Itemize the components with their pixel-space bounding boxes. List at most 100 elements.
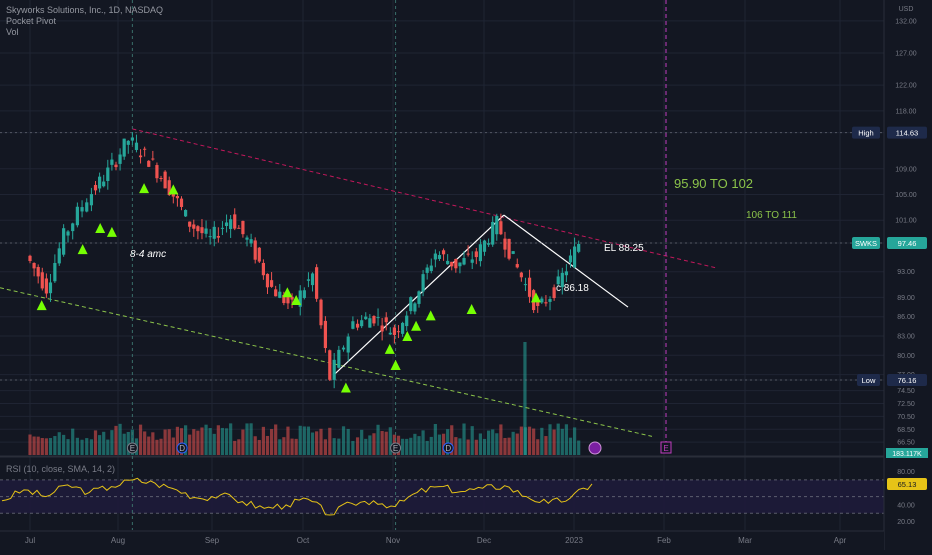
volume-bar-128 xyxy=(560,428,564,455)
candle-body-111 xyxy=(491,221,495,245)
y-tick-7: 101.00 xyxy=(895,218,917,225)
candle-body-67 xyxy=(306,279,311,281)
candle-body-75 xyxy=(341,347,346,350)
rsi-title: RSI (10, close, SMA, 14, 2) xyxy=(6,464,115,474)
legend-pocket-pivot[interactable]: Pocket Pivot xyxy=(6,16,57,26)
volume-bar-45 xyxy=(216,425,220,455)
candle-body-128 xyxy=(560,272,564,288)
candle-body-43 xyxy=(208,236,212,238)
volume-bar-47 xyxy=(224,428,229,455)
volume-bar-89 xyxy=(401,438,405,455)
volume-bar-63 xyxy=(290,438,294,455)
volume-bar-51 xyxy=(241,429,245,455)
y-tick-12: 83.00 xyxy=(897,334,915,341)
volume-bar-129 xyxy=(564,424,568,455)
volume-bar-59 xyxy=(274,424,278,455)
volume-bar-40 xyxy=(196,430,200,455)
dividend-marker-nov-label: D xyxy=(445,444,451,453)
candle-body-86 xyxy=(388,332,392,335)
volume-bar-74 xyxy=(337,438,341,455)
y-tick-18: 70.50 xyxy=(897,414,915,421)
volume-bar-103 xyxy=(458,438,462,455)
volume-bar-97 xyxy=(433,423,437,455)
candle-body-10 xyxy=(71,223,75,232)
candle-body-19 xyxy=(110,159,114,165)
pivot-marker-11 xyxy=(402,331,413,342)
volume-bar-66 xyxy=(302,426,306,455)
volume-bar-98 xyxy=(437,434,442,455)
legend-volume[interactable]: Vol xyxy=(6,27,19,37)
candle-body-117 xyxy=(515,264,519,268)
candle-body-41 xyxy=(200,227,204,234)
price-label-high-value: 114.63 xyxy=(896,129,918,138)
candle-body-123 xyxy=(540,298,544,303)
volume-bar-42 xyxy=(204,424,208,455)
pivot-marker-7 xyxy=(291,294,302,305)
pivot-marker-14 xyxy=(466,304,477,315)
volume-bar-90 xyxy=(405,438,409,455)
pivot-marker-5 xyxy=(168,184,179,195)
candle-body-72 xyxy=(328,350,332,380)
candle-body-88 xyxy=(396,331,401,333)
volume-bar-48 xyxy=(229,423,233,455)
candle-body-38 xyxy=(188,221,192,227)
candle-body-129 xyxy=(564,271,568,276)
y-tick-1: 127.00 xyxy=(895,51,917,58)
price-label-high-bg xyxy=(887,126,927,139)
price-label-low-tag: Low xyxy=(862,376,876,385)
volume-bar-52 xyxy=(245,423,249,455)
candle-body-47 xyxy=(224,222,229,226)
candle-body-54 xyxy=(253,240,257,260)
volume-bar-33 xyxy=(167,429,171,455)
volume-bar-36 xyxy=(179,428,184,455)
volume-bar-114 xyxy=(503,437,507,455)
volume-bar-91 xyxy=(409,437,413,455)
volume-bar-62 xyxy=(286,426,290,455)
volume-bar-122 xyxy=(536,439,540,455)
volume-bar-73 xyxy=(332,438,336,455)
candle-body-48 xyxy=(229,219,233,230)
volume-bar-82 xyxy=(372,433,376,455)
volume-bar-0 xyxy=(28,434,32,455)
volume-bar-32 xyxy=(163,429,167,455)
price-label-low-bg xyxy=(887,374,927,387)
candle-body-79 xyxy=(360,320,364,327)
volume-bar-16 xyxy=(98,435,102,455)
volume-bar-84 xyxy=(380,431,384,455)
volume-bar-43 xyxy=(208,428,212,455)
dividend-marker-nov-ring xyxy=(442,442,454,454)
candle-body-127 xyxy=(556,276,560,285)
pivot-marker-16 xyxy=(390,359,401,370)
volume-bar-104 xyxy=(462,423,466,455)
volume-bar-14 xyxy=(89,439,94,455)
candle-body-99 xyxy=(441,250,446,255)
candle-body-28 xyxy=(147,160,151,167)
rsi-band xyxy=(0,479,884,514)
volume-bar-46 xyxy=(220,427,225,455)
candle-body-109 xyxy=(482,240,487,252)
volume-bar-50 xyxy=(237,439,241,455)
y-tick-5: 109.00 xyxy=(895,166,917,173)
candle-body-46 xyxy=(220,227,225,229)
legend-symbol[interactable]: Skyworks Solutions, Inc., 1D, NASDAQ xyxy=(6,5,164,15)
volume-bar-115 xyxy=(507,437,511,455)
candle-body-25 xyxy=(134,142,139,150)
candle-body-87 xyxy=(392,327,397,335)
candle-body-61 xyxy=(282,294,286,304)
entry-level-label: EL 88.25 xyxy=(604,243,644,254)
candle-body-36 xyxy=(179,198,184,207)
candle-body-84 xyxy=(380,325,384,332)
volume-bar-54 xyxy=(253,436,257,455)
volume-layer xyxy=(28,342,581,455)
volume-bar-67 xyxy=(306,426,311,455)
candle-body-59 xyxy=(274,289,278,297)
y-tick-16: 74.50 xyxy=(897,388,915,395)
candle-body-118 xyxy=(519,272,523,278)
volume-bar-17 xyxy=(102,431,106,455)
candle-body-26 xyxy=(138,155,143,158)
volume-bar-8 xyxy=(62,434,66,455)
